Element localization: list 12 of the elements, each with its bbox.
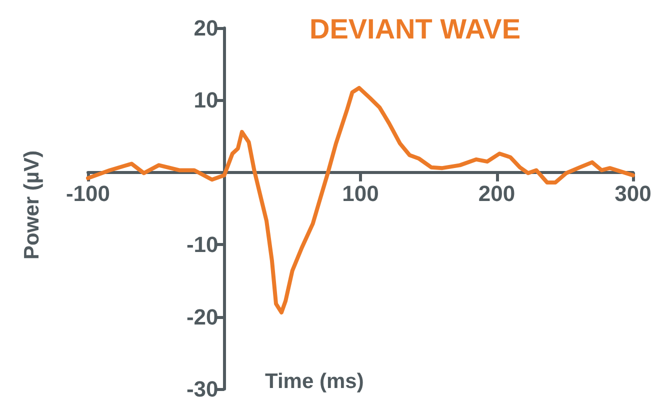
x-axis-title: Time (ms): [265, 370, 364, 393]
y-axis-title: Power (µV): [20, 150, 44, 260]
x-tick-label: 200: [478, 180, 516, 206]
x-tick-label: 100: [342, 180, 379, 206]
y-tick-label: 10: [194, 88, 218, 113]
y-tick-label: -10: [186, 232, 218, 258]
y-tick-label: -20: [186, 304, 218, 330]
x-tick-label: -100: [66, 180, 110, 206]
chart-title: DEVIANT WAVE: [309, 14, 521, 44]
y-tick-label: 20: [194, 16, 218, 40]
y-tick-label: -30: [186, 376, 218, 402]
x-tick-label: 300: [614, 180, 652, 206]
